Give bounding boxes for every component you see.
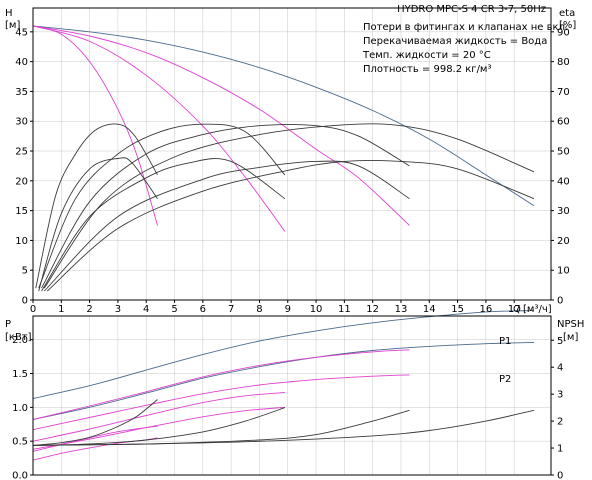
bottom-y-tick-label: 1.5	[12, 369, 28, 380]
top-ticks: 0 1 2 3 4 5 6 7 8 9 10 11 12 13 14 15 16 1705101520253035…	[15, 27, 569, 315]
top-x-tick-label: 10	[310, 304, 323, 315]
top-x-tick-label: 14	[423, 304, 436, 315]
header-title: HYDRO MPC-S 4 CR 3-7, 50Hz	[397, 4, 546, 15]
top-x-tick-label: 8	[256, 304, 262, 315]
top-y-tick-label: 5	[22, 266, 28, 277]
top-y-tick-label: 40	[15, 57, 28, 68]
bottom-y-right-tick-label: 0	[557, 471, 563, 480]
series-label-p2: P2	[499, 374, 511, 385]
bottom-yunit-right: [м]	[563, 332, 578, 343]
top-eta-curve-9	[41, 158, 286, 292]
top-y-right-tick-label: 80	[557, 57, 570, 68]
top-y-right-tick-label: 0	[557, 296, 563, 307]
top-head-curve-2	[32, 25, 286, 232]
top-x-tick-label: 12	[366, 304, 379, 315]
top-x-tick-label: 13	[395, 304, 408, 315]
bottom-y-right-tick-label: 4	[557, 363, 563, 374]
bottom-power-curve-1	[32, 341, 535, 420]
top-yunit-right: [%]	[559, 20, 576, 31]
top-y-tick-label: 30	[15, 117, 28, 128]
top-eta-curve-5	[38, 123, 286, 289]
top-eta-curve-7	[43, 123, 535, 289]
bottom-y-tick-label: 0.0	[12, 471, 28, 480]
bottom-npsh-curve-11	[32, 399, 158, 446]
top-head-curve-3	[32, 25, 158, 226]
top-grid	[32, 8, 551, 301]
top-eta-curve-11	[46, 159, 535, 292]
bottom-ylabel-right: NPSH	[557, 319, 584, 330]
top-plot-frame	[32, 7, 552, 301]
top-y-right-tick-label: 50	[557, 147, 570, 158]
top-xunit: [м³/ч]	[523, 304, 552, 315]
top-head-curve-0	[32, 25, 535, 207]
top-y-tick-label: 20	[15, 176, 28, 187]
bottom-y-right-tick-label: 2	[557, 417, 563, 428]
top-x-tick-label: 1	[58, 304, 64, 315]
top-eta-curve-8	[38, 157, 158, 292]
top-x-tick-label: 5	[171, 304, 177, 315]
top-x-tick-label: 7	[228, 304, 234, 315]
bottom-y-tick-label: 2.0	[12, 335, 28, 346]
bottom-ticks: 0.0 0.5 1.0 1.5 2.0 0 1 2 3 4 5	[12, 335, 563, 480]
bottom-npsh-curve-10	[32, 407, 286, 446]
top-yunit-left: [м]	[5, 20, 20, 31]
top-x-tick-label: 3	[115, 304, 121, 315]
top-ylabel-left: H	[5, 8, 13, 19]
top-y-right-tick-label: 70	[557, 87, 570, 98]
top-y-tick-label: 25	[15, 147, 28, 158]
bottom-grid	[32, 316, 551, 476]
bottom-power-curve-6	[32, 425, 158, 452]
bottom-power-curve-3	[32, 374, 410, 431]
top-y-tick-label: 45	[15, 27, 28, 38]
bottom-power-curve-4	[32, 392, 285, 442]
top-y-right-tick-label: 10	[557, 266, 570, 277]
top-curves	[32, 25, 535, 292]
top-eta-curve-4	[35, 123, 158, 289]
top-x-tick-label: 11	[338, 304, 351, 315]
bottom-power-curve-0	[32, 310, 535, 399]
top-head-curve-1	[32, 25, 410, 226]
bottom-npsh-curve-9	[32, 409, 535, 446]
top-y-right-tick-label: 40	[557, 176, 570, 187]
bottom-yunit-left: [кВт]	[5, 332, 32, 343]
top-y-right-tick-label: 20	[557, 236, 570, 247]
top-eta-curve-10	[43, 160, 410, 292]
top-x-tick-label: 0	[30, 304, 36, 315]
header-note-1: Потери в фитингах и клапанах не вкл.	[363, 22, 568, 33]
bottom-y-right-tick-label: 3	[557, 390, 563, 401]
bottom-y-right-tick-label: 1	[557, 444, 563, 455]
header-note-2: Перекачиваемая жидкость = Вода	[363, 36, 547, 47]
bottom-y-tick-label: 1.0	[12, 403, 28, 414]
header-note-4: Плотность = 998.2 кг/м³	[363, 64, 492, 75]
top-y-tick-label: 35	[15, 87, 28, 98]
top-xlabel: Q	[513, 304, 521, 315]
bottom-plot-frame	[32, 315, 552, 476]
bottom-y-right-tick-label: 5	[557, 336, 563, 347]
top-eta-curve-6	[41, 124, 410, 289]
top-x-tick-label: 4	[143, 304, 149, 315]
bottom-y-tick-label: 0.5	[12, 437, 28, 448]
top-y-tick-label: 15	[15, 206, 28, 217]
top-ylabel-right: eta	[559, 8, 575, 19]
top-y-tick-label: 0	[22, 296, 28, 307]
top-x-tick-label: 15	[451, 304, 464, 315]
top-y-tick-label: 10	[15, 236, 28, 247]
top-x-tick-label: 6	[200, 304, 206, 315]
header-note-3: Темп. жидкости = 20 °C	[362, 50, 491, 61]
bottom-power-curve-5	[32, 406, 285, 450]
top-x-tick-label: 16	[480, 304, 493, 315]
bottom-ylabel-left: P	[5, 319, 11, 330]
series-label-p1: P1	[499, 336, 511, 347]
top-y-right-tick-label: 30	[557, 206, 570, 217]
top-x-tick-label: 2	[86, 304, 92, 315]
top-x-tick-label: 17	[508, 304, 521, 315]
bottom-power-curve-2	[32, 349, 410, 420]
top-x-tick-label: 9	[285, 304, 291, 315]
bottom-curves	[32, 310, 535, 461]
top-y-right-tick-label: 90	[557, 27, 570, 38]
top-y-right-tick-label: 60	[557, 117, 570, 128]
